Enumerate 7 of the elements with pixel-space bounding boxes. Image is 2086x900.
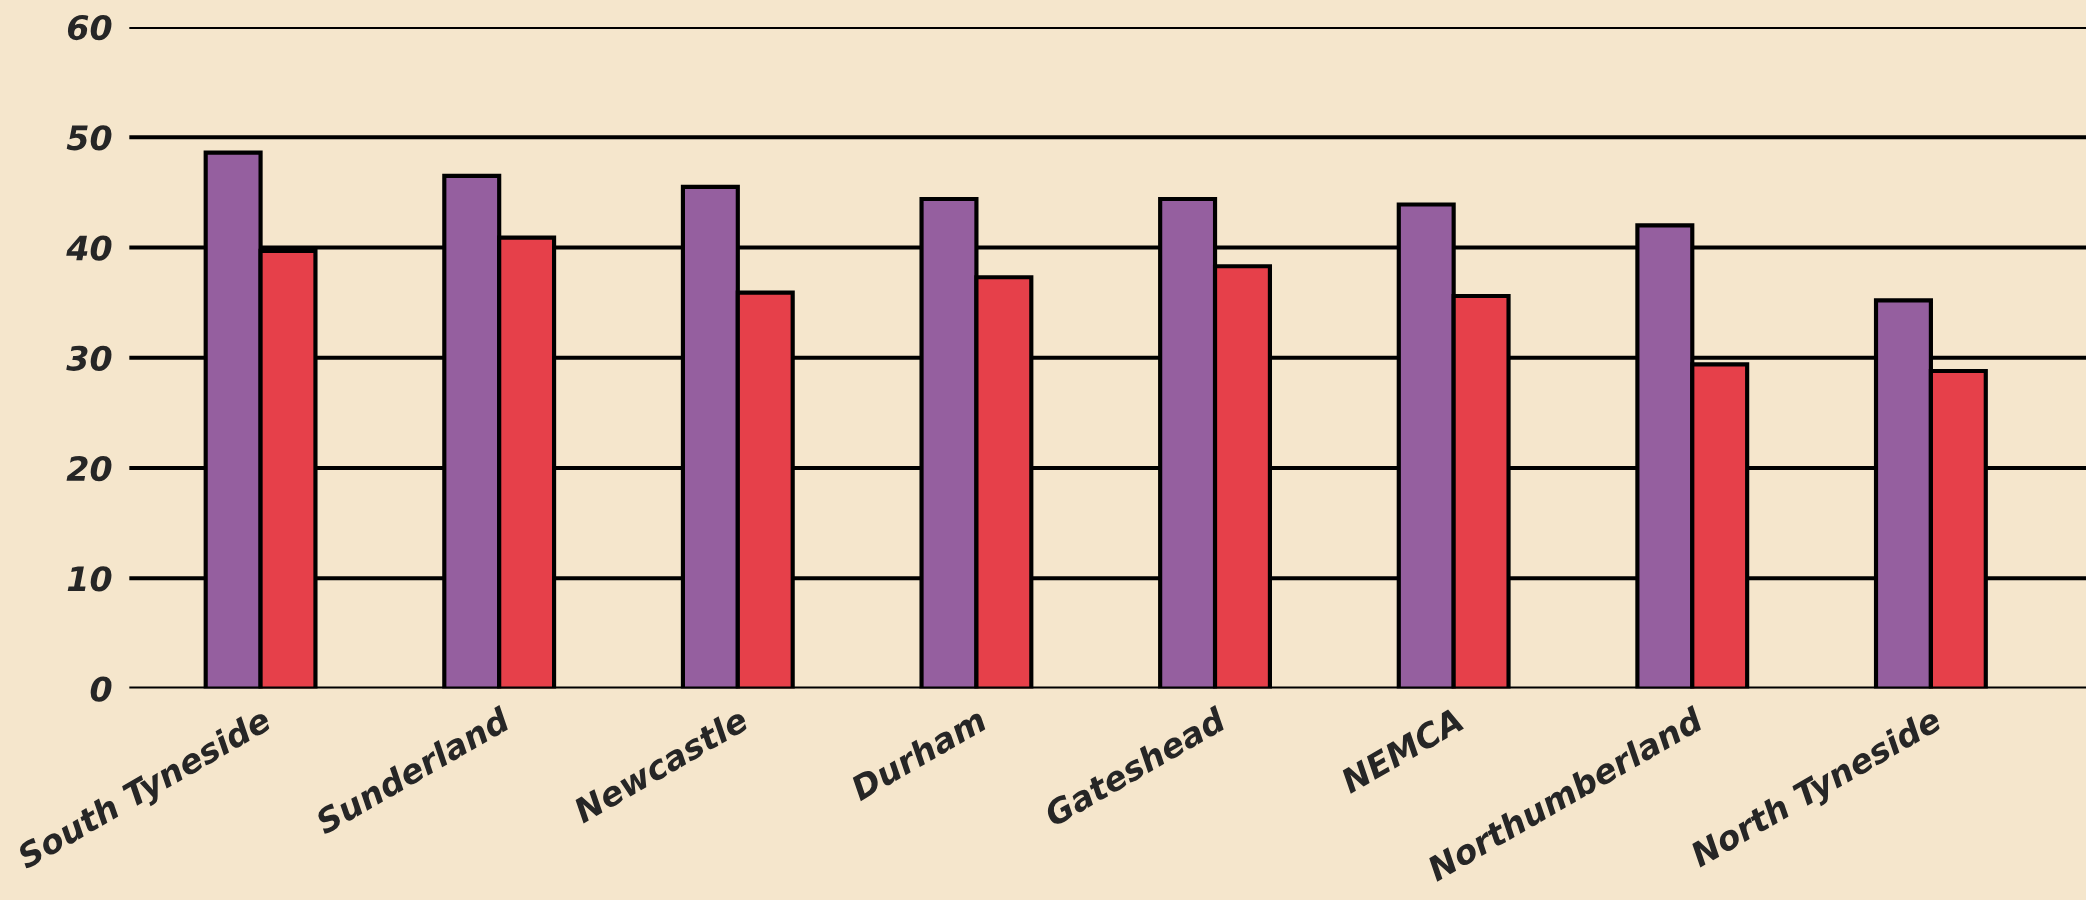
y-tick-label: 0 [90,676,112,702]
y-tick-label: 50 [66,125,112,151]
y-tick-label: 60 [67,14,112,41]
y-tick-label: 10 [67,566,112,592]
y-tick-label: 30 [66,345,112,371]
y-tick-label: 20 [66,455,112,482]
y-tick-label: 40 [66,235,112,261]
